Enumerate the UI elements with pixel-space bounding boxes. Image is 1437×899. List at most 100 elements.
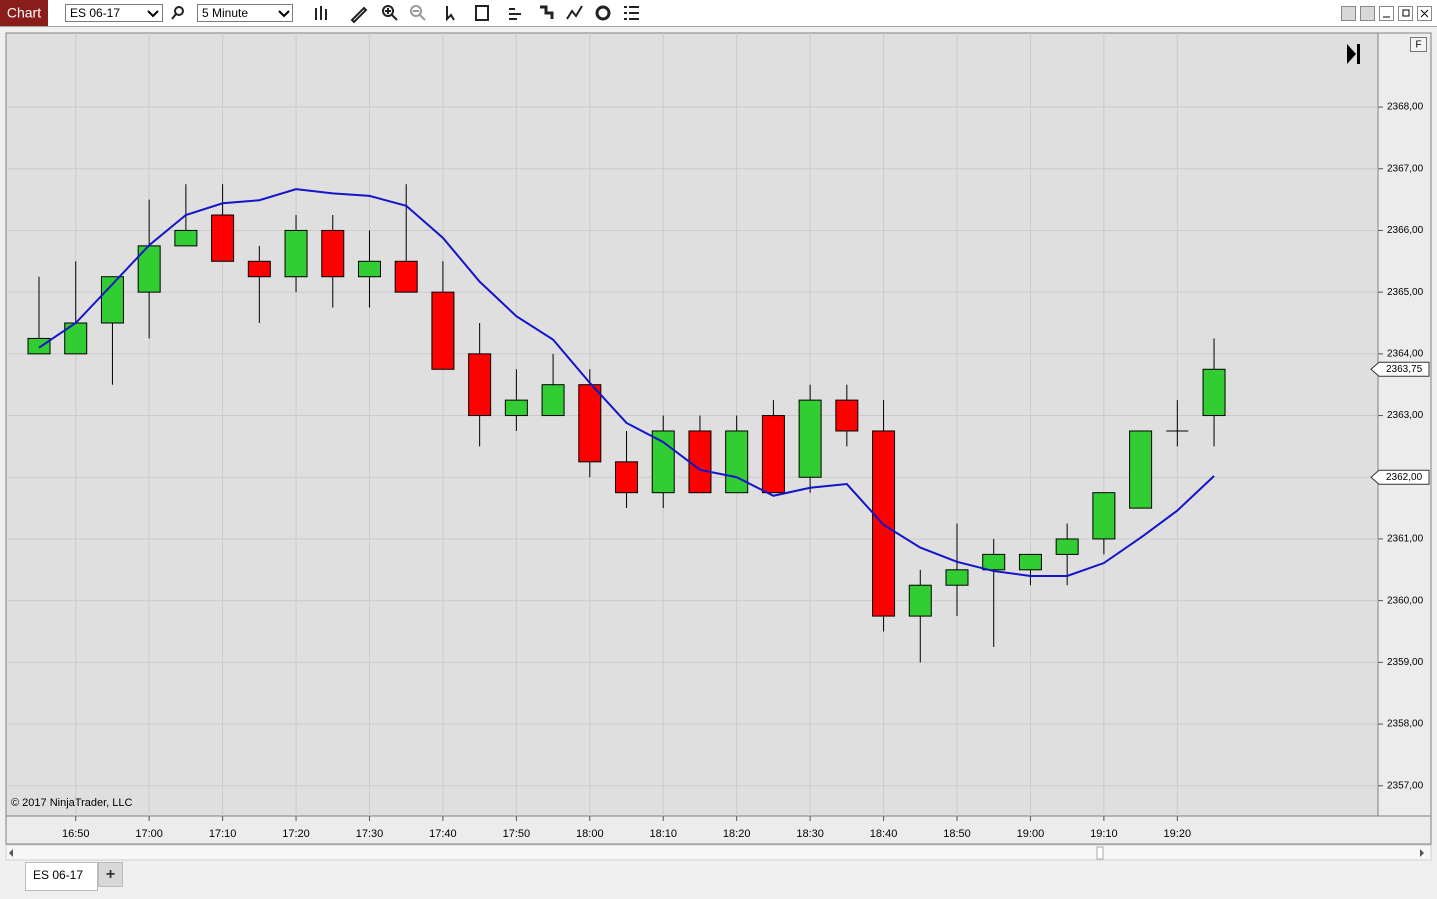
bars-icon[interactable] <box>315 6 327 20</box>
window-button[interactable] <box>1341 6 1356 21</box>
add-tab-label: + <box>106 866 115 883</box>
candle-body <box>357 260 381 278</box>
y-tick-label: 2359,00 <box>1387 657 1424 668</box>
interval-label: 5 Minute <box>202 6 248 20</box>
candle-body <box>100 276 124 324</box>
properties-icon[interactable] <box>624 6 639 20</box>
y-tick-label: 2368,00 <box>1387 102 1424 113</box>
x-tick-label: 16:50 <box>62 828 90 840</box>
dropdown-arrow <box>278 10 290 18</box>
y-tick-label: 2357,00 <box>1387 780 1424 791</box>
candle-body <box>247 260 271 278</box>
pointer-icon[interactable] <box>446 6 455 22</box>
x-tick-label: 19:20 <box>1164 828 1192 840</box>
x-tick-label: 19:00 <box>1017 828 1045 840</box>
candle-body <box>468 353 492 417</box>
candle-body <box>211 214 235 262</box>
price-marker <box>1370 469 1430 485</box>
candle-body <box>1202 368 1226 417</box>
candle-body <box>174 229 198 247</box>
zoom-in-icon[interactable] <box>382 5 394 17</box>
zoom-out-icon[interactable] <box>410 5 422 17</box>
candle-body <box>688 430 712 494</box>
x-tick-label: 17:50 <box>503 828 531 840</box>
y-tick-label: 2364,00 <box>1387 348 1424 359</box>
x-tick-label: 18:40 <box>870 828 898 840</box>
y-tick-label: 2358,00 <box>1387 719 1424 730</box>
candle-body <box>1055 538 1079 555</box>
candle-body <box>651 430 675 494</box>
indicator-icon[interactable] <box>566 5 583 20</box>
y-tick-label: 2363,00 <box>1387 410 1424 421</box>
price-axis <box>1377 32 1432 817</box>
candle-body <box>578 384 602 463</box>
x-tick-label: 19:10 <box>1090 828 1118 840</box>
interval-select[interactable] <box>197 4 293 22</box>
y-tick-label: 2367,00 <box>1387 163 1424 174</box>
window-button[interactable] <box>1360 6 1375 21</box>
candle-body <box>725 430 749 494</box>
candle-body <box>615 461 639 494</box>
candle-body <box>945 569 969 586</box>
candle-body <box>431 291 455 370</box>
side-button[interactable] <box>1410 37 1427 52</box>
y-tick-label: 2360,00 <box>1387 595 1424 606</box>
candle-body <box>761 415 785 494</box>
x-tick-label: 18:10 <box>649 828 677 840</box>
scroll-end-icon[interactable] <box>1347 44 1360 64</box>
minimize-button[interactable] <box>1379 6 1394 21</box>
reload-icon[interactable] <box>595 5 611 21</box>
draw-icon[interactable] <box>350 6 368 24</box>
window-buttons <box>1341 6 1432 21</box>
instrument-tab[interactable] <box>25 862 98 891</box>
side-button-label: F <box>1415 40 1421 51</box>
candle-body <box>394 260 418 293</box>
copyright: © 2017 NinjaTrader, LLC <box>11 797 132 809</box>
x-tick-label: 18:00 <box>576 828 604 840</box>
x-tick-label: 17:10 <box>209 828 237 840</box>
maximize-button[interactable] <box>1398 6 1413 21</box>
chart-tab[interactable] <box>0 0 48 26</box>
candle-body <box>1092 492 1116 540</box>
plot-layer: 2357,00 2358,00 2359,00 2360,00 2361,00 2362,… <box>6 33 1430 840</box>
chart-tab-label: Chart <box>7 5 41 21</box>
x-tick-label: 18:50 <box>943 828 971 840</box>
x-tick-label: 17:40 <box>429 828 457 840</box>
plot-area <box>5 32 1379 817</box>
search-icon[interactable] <box>174 6 184 16</box>
price-marker-label: 2362,00 <box>1386 472 1423 483</box>
candle-body <box>27 337 51 355</box>
candle-body <box>1129 430 1153 509</box>
time-axis <box>5 815 1432 845</box>
strategy-icon[interactable] <box>540 5 554 19</box>
list-icon[interactable] <box>509 8 521 20</box>
dropdown-arrow <box>147 10 159 18</box>
y-tick-label: 2366,00 <box>1387 225 1424 236</box>
data-box-icon[interactable] <box>475 5 489 21</box>
add-tab[interactable] <box>98 862 123 887</box>
x-tick-label: 18:20 <box>723 828 751 840</box>
instrument-label: ES 06-17 <box>70 6 120 20</box>
x-tick-label: 17:00 <box>135 828 163 840</box>
instrument-select[interactable] <box>65 4 163 22</box>
candle-body <box>321 229 345 278</box>
price-marker <box>1370 361 1430 377</box>
y-tick-label: 2361,00 <box>1387 534 1424 545</box>
candle-body <box>835 399 859 432</box>
scrollbar[interactable] <box>5 844 1432 861</box>
moving-average <box>38 188 1215 577</box>
x-tick-label: 17:20 <box>282 828 310 840</box>
candle-body <box>982 553 1006 571</box>
candle-body <box>504 399 528 417</box>
candle-body <box>908 584 932 617</box>
candle-body <box>284 229 308 278</box>
instrument-tab-label: ES 06-17 <box>33 868 83 882</box>
toolbar-icons <box>171 5 639 24</box>
candle-body <box>541 384 565 417</box>
y-tick-label: 2365,00 <box>1387 287 1424 298</box>
scroll-thumb[interactable] <box>1096 846 1104 860</box>
x-tick-label: 18:30 <box>796 828 824 840</box>
price-marker-label: 2363,75 <box>1386 364 1423 375</box>
